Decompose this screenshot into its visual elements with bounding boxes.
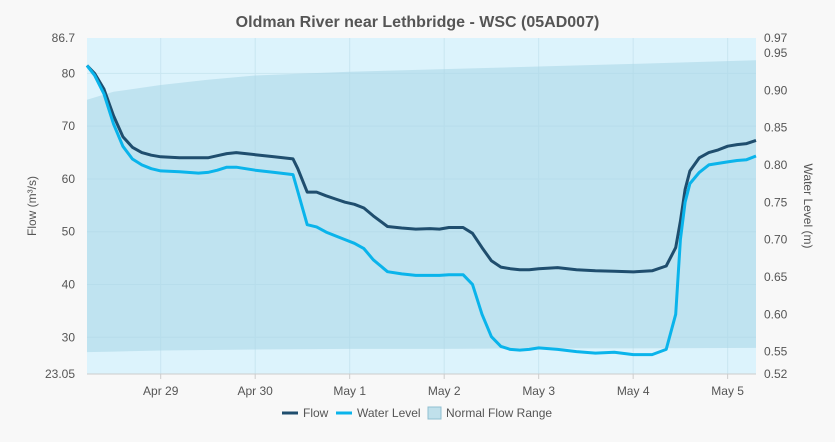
right-y-tick-label: 0.60 [764, 307, 788, 321]
left-y-bound-label: 23.05 [45, 367, 75, 381]
flow-series-line [85, 64, 757, 274]
legend-item-normal-flow-range-swatch [427, 406, 442, 420]
x-tick-label: May 2 [428, 384, 461, 398]
x-tick-label: Apr 30 [238, 384, 274, 398]
legend: Flow Water Level Normal Flow Range [282, 406, 552, 420]
x-tick-label: May 1 [333, 384, 366, 398]
normal-flow-range-band [87, 60, 756, 353]
left-axis-title: Flow (m³/s) [25, 176, 39, 236]
water-level-series-line [85, 64, 757, 357]
left-y-tick-label: 50 [62, 225, 76, 239]
right-axis-title: Water Level (m) [801, 164, 815, 249]
right-y-tick-label: 0.65 [764, 270, 788, 284]
right-y-tick-label: 0.95 [764, 46, 788, 60]
right-y-bound-label: 0.97 [764, 31, 788, 45]
right-y-tick-label: 0.75 [764, 195, 788, 209]
left-y-bound-label: 86.7 [52, 31, 76, 45]
legend-item-water-level-label: Water Level [357, 406, 421, 420]
left-y-tick-label: 60 [62, 172, 76, 186]
right-y-tick-label: 0.55 [764, 345, 788, 359]
axes: Apr 29 Apr 30 May 1 May 2 May 3 May 4 May 5 30 4… [45, 31, 788, 398]
x-tick-label: May 5 [711, 384, 744, 398]
chart-title: Oldman River near Lethbridge - WSC (05AD… [236, 14, 600, 31]
left-y-tick-label: 30 [62, 330, 76, 344]
right-y-tick-label: 0.85 [764, 121, 788, 135]
right-y-tick-label: 0.70 [764, 233, 788, 247]
right-y-bound-label: 0.52 [764, 367, 788, 381]
legend-item-normal-flow-range-label: Normal Flow Range [446, 406, 552, 420]
right-y-tick-label: 0.90 [764, 83, 788, 97]
right-y-tick-label: 0.80 [764, 158, 788, 172]
x-tick-label: May 3 [522, 384, 555, 398]
x-tick-label: May 4 [617, 384, 650, 398]
legend-item-flow-label: Flow [303, 406, 329, 420]
left-y-tick-label: 80 [62, 66, 76, 80]
left-y-tick-label: 70 [62, 119, 76, 133]
x-tick-label: Apr 29 [143, 384, 179, 398]
left-y-tick-label: 40 [62, 278, 76, 292]
